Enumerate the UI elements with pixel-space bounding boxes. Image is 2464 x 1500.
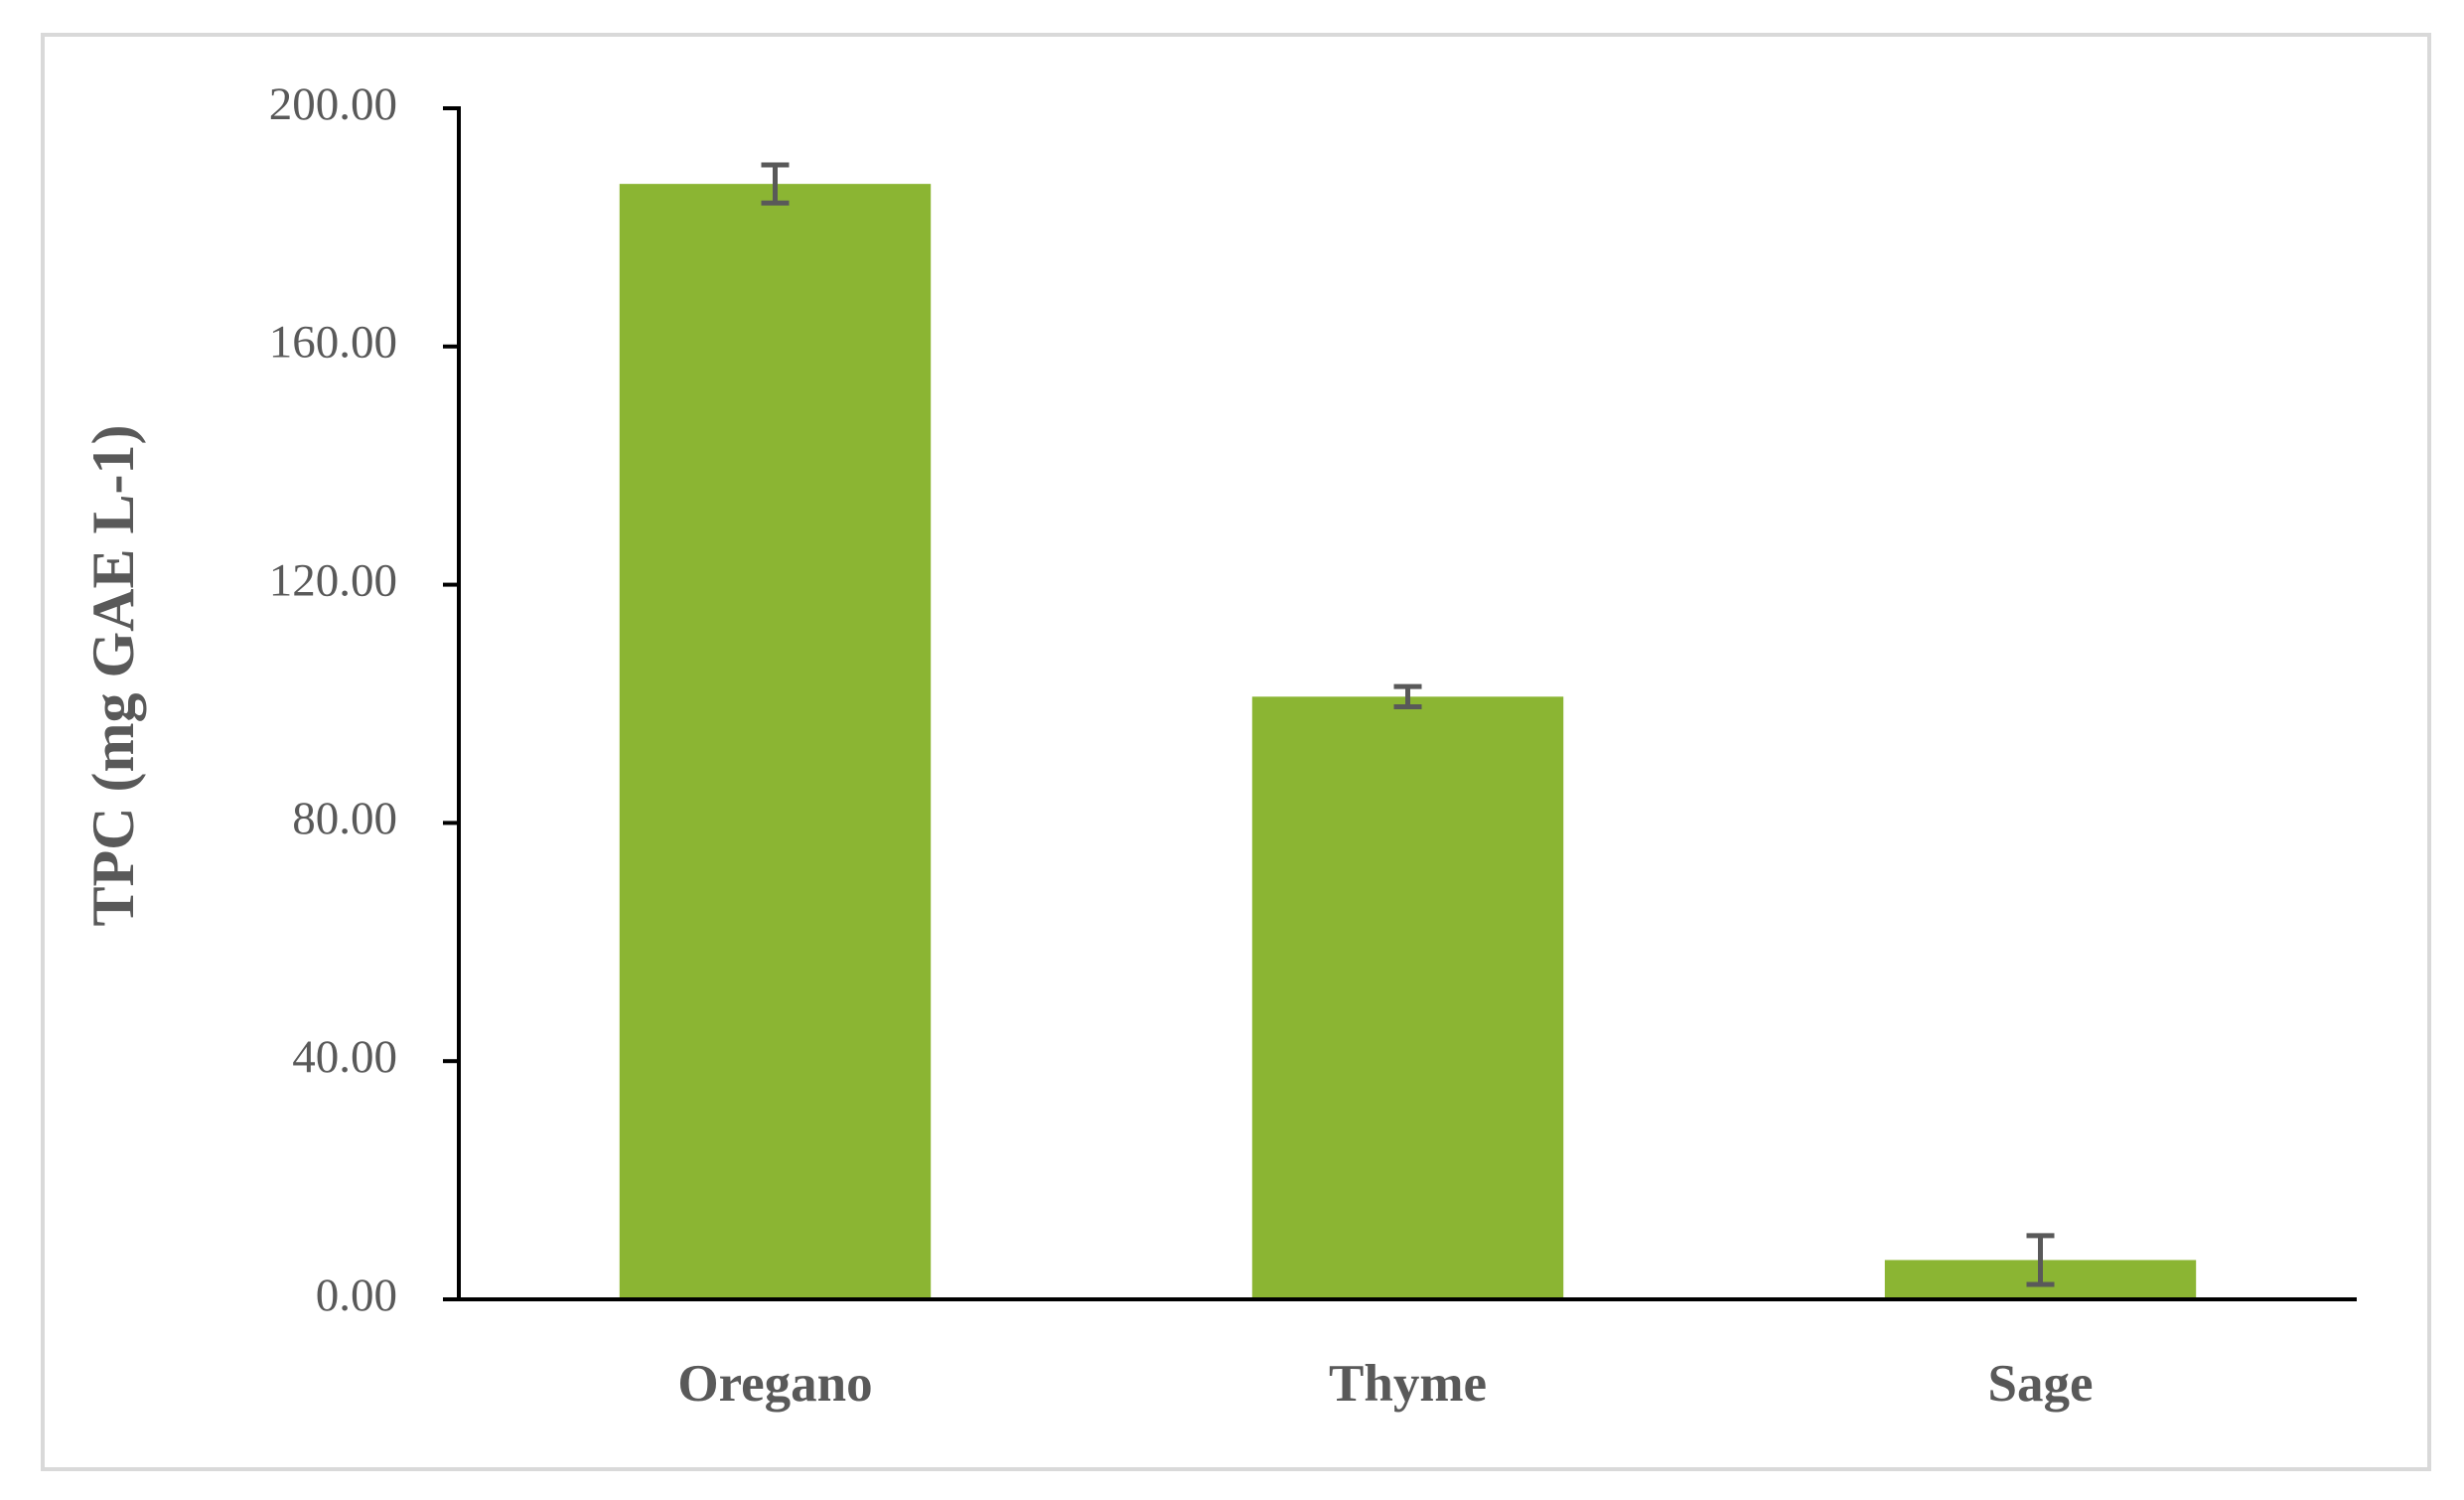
bar	[1251, 696, 1564, 1299]
x-tick-label: Sage	[1988, 1355, 2094, 1413]
chart-border	[41, 33, 2431, 1471]
x-tick-label: Thyme	[1329, 1355, 1487, 1413]
y-tick-label: 160.00	[269, 317, 397, 369]
error-bar	[1393, 683, 1422, 709]
y-tick-label: 80.00	[292, 793, 397, 844]
bar	[619, 184, 932, 1300]
y-tick-label: 0.00	[316, 1270, 397, 1321]
y-tick-label: 120.00	[269, 554, 397, 606]
y-axis-label: TPC (mg GAE L-1)	[80, 425, 146, 927]
y-tick-label: 200.00	[269, 78, 397, 130]
y-tick-label: 40.00	[292, 1031, 397, 1083]
x-tick-label: Oregano	[677, 1355, 872, 1413]
error-bar	[761, 162, 790, 206]
error-bar	[2026, 1233, 2055, 1287]
